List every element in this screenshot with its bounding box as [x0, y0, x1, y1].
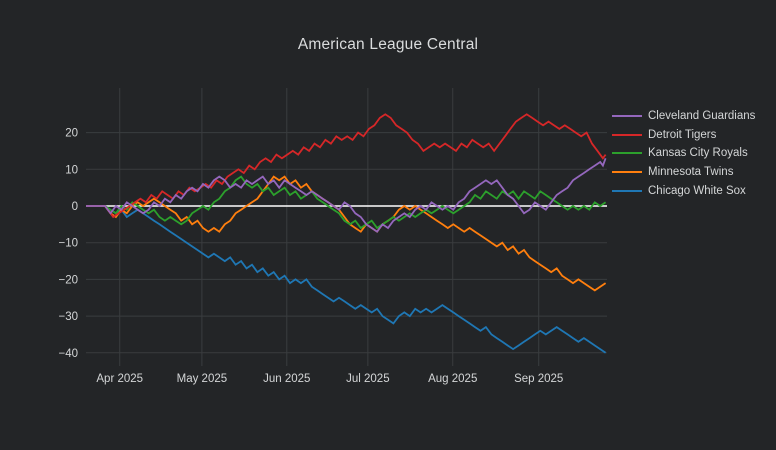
- legend-item-chicago-white-sox[interactable]: Chicago White Sox: [612, 181, 755, 200]
- series-line-cleveland-guardians[interactable]: [86, 157, 607, 233]
- y-tick-label: −30: [58, 311, 78, 323]
- series-line-detroit-tigers[interactable]: [86, 113, 607, 219]
- legend-item-kansas-city-royals[interactable]: Kansas City Royals: [612, 144, 755, 163]
- x-tick-label: Jul 2025: [346, 373, 389, 385]
- x-tick-label: Apr 2025: [96, 373, 143, 385]
- legend-item-cleveland-guardians[interactable]: Cleveland Guardians: [612, 107, 755, 126]
- x-tick-label: Aug 2025: [428, 373, 477, 385]
- series-line-kansas-city-royals[interactable]: [86, 175, 607, 230]
- legend-label: Chicago White Sox: [648, 184, 746, 197]
- legend-item-detroit-tigers[interactable]: Detroit Tigers: [612, 126, 755, 145]
- y-tick-label: −20: [58, 274, 78, 286]
- series-line-minnesota-twins[interactable]: [86, 175, 607, 292]
- y-tick-label: −10: [58, 238, 78, 250]
- legend-label: Kansas City Royals: [648, 147, 748, 160]
- legend-swatch: [612, 189, 642, 192]
- legend-label: Minnesota Twins: [648, 166, 734, 179]
- legend-label: Detroit Tigers: [648, 128, 717, 141]
- x-tick-label: May 2025: [177, 373, 228, 385]
- y-tick-label: 0: [72, 201, 78, 213]
- legend-item-minnesota-twins[interactable]: Minnesota Twins: [612, 163, 755, 182]
- legend-swatch: [612, 152, 642, 155]
- legend-label: Cleveland Guardians: [648, 110, 756, 123]
- x-tick-label: Sep 2025: [514, 373, 563, 385]
- y-tick-label: 10: [65, 164, 78, 176]
- legend-swatch: [612, 115, 642, 118]
- chart-title: American League Central: [297, 36, 479, 53]
- legend: Cleveland Guardians Detroit Tigers Kansas …: [612, 107, 755, 200]
- x-tick-label: Jun 2025: [263, 373, 310, 385]
- series-line-chicago-white-sox[interactable]: [86, 205, 607, 354]
- legend-swatch: [612, 171, 642, 174]
- y-tick-label: −40: [58, 348, 78, 360]
- legend-swatch: [612, 133, 642, 136]
- y-tick-label: 20: [65, 128, 78, 140]
